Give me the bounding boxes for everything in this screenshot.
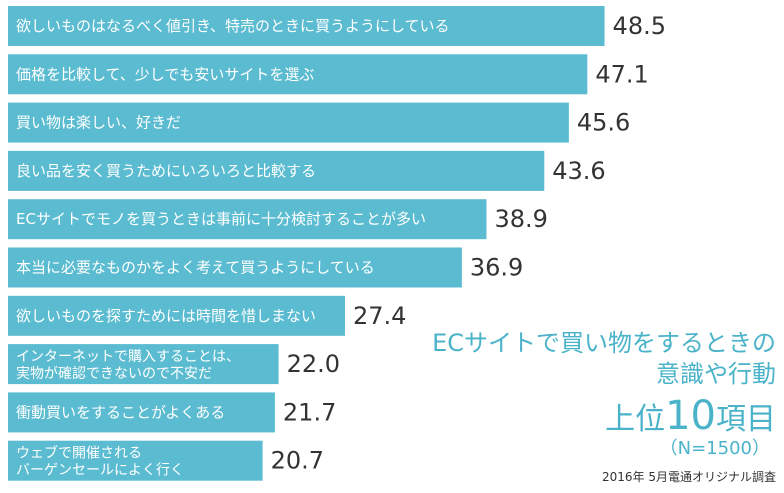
bar bbox=[8, 6, 605, 46]
category-label: 良い品を安く買うためにいろいろと比較する bbox=[16, 162, 316, 180]
bar bbox=[8, 247, 462, 288]
chart-title-line1: ECサイトで買い物をするときの bbox=[432, 329, 776, 357]
value-label: 27.4 bbox=[353, 302, 406, 330]
category-label: ECサイトでモノを買うときは事前に十分検討することが多い bbox=[16, 210, 426, 228]
bar bbox=[8, 344, 279, 385]
value-label: 38.9 bbox=[494, 205, 547, 233]
rank-number: 10 bbox=[665, 393, 716, 439]
value-label: 21.7 bbox=[283, 398, 336, 426]
value-label: 43.6 bbox=[552, 157, 605, 185]
bar bbox=[8, 392, 275, 433]
value-label: 45.6 bbox=[577, 109, 630, 137]
value-label: 47.1 bbox=[595, 60, 648, 88]
category-label: ウェブで開催されるバーゲンセールによく行く bbox=[16, 445, 184, 479]
bar bbox=[8, 54, 588, 95]
chart-title-block: ECサイトで買い物をするときの 意識や行動 上位10項目 （N=1500） bbox=[356, 328, 776, 460]
rank-suffix: 項目 bbox=[716, 402, 776, 437]
bar bbox=[8, 102, 569, 143]
bar bbox=[8, 150, 545, 191]
bar bbox=[8, 295, 346, 336]
rank-label: 上位10項目 bbox=[356, 396, 776, 438]
category-label: 価格を比較して、少しでも安いサイトを選ぶ bbox=[16, 65, 314, 83]
value-label: 20.7 bbox=[271, 447, 324, 475]
source-note: 2016年 5月電通オリジナル調査 bbox=[602, 470, 776, 484]
category-label: インターネットで購入することは、実物が確認できないので不安だ bbox=[16, 349, 240, 382]
category-label: 欲しいものを探すためには時間を惜しまない bbox=[16, 307, 316, 325]
bar bbox=[8, 440, 263, 481]
value-label: 48.5 bbox=[613, 12, 666, 40]
sample-size: （N=1500） bbox=[659, 438, 770, 459]
category-label: 衝動買いをすることがよくある bbox=[16, 403, 225, 421]
value-label: 22.0 bbox=[287, 350, 340, 378]
value-label: 36.9 bbox=[470, 254, 523, 282]
chart-title-line2: 意識や行動 bbox=[656, 360, 776, 388]
rank-prefix: 上位 bbox=[605, 402, 666, 437]
category-label: 買い物は楽しい、好きだ bbox=[16, 114, 181, 132]
category-label: 本当に必要なものかをよく考えて買うようにしている bbox=[16, 259, 375, 277]
bar bbox=[8, 199, 487, 240]
category-label: 欲しいものはなるべく値引き、特売のときに買うようにしている bbox=[16, 17, 450, 35]
